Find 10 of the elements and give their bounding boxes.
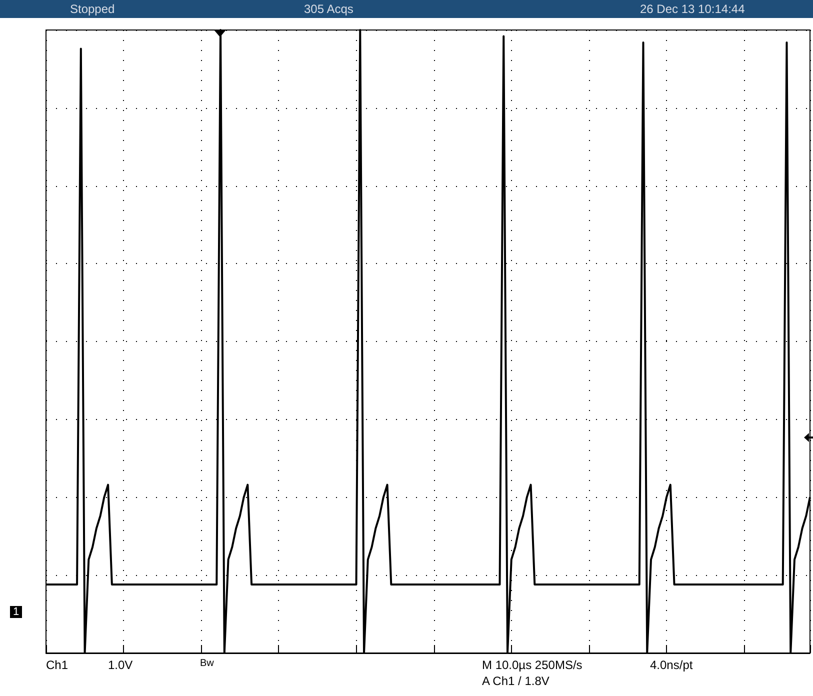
text: 1.0V — [108, 658, 133, 672]
text: A Ch1 / 1.8V — [482, 674, 550, 688]
text: Bw — [200, 658, 214, 669]
text: 1 — [10, 606, 22, 618]
text: 4.0ns/pt — [650, 658, 693, 672]
text: M 10.0µs 250MS/s — [482, 658, 582, 672]
text: 305 Acqs — [304, 2, 354, 16]
text: 26 Dec 13 10:14:44 — [640, 2, 745, 16]
text: Ch1 — [46, 658, 68, 672]
text: Stopped — [70, 2, 115, 16]
